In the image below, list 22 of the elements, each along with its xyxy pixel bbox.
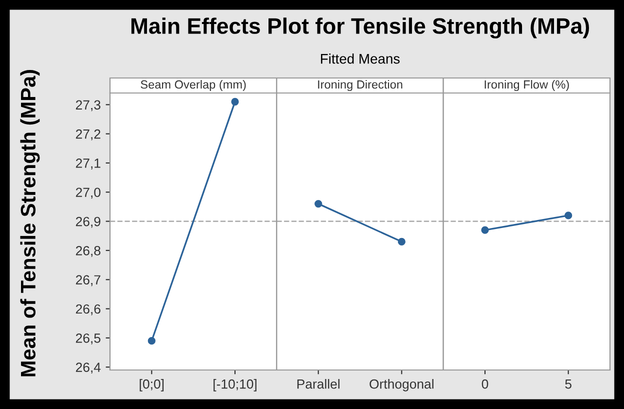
x-tick-label: 0: [482, 379, 488, 389]
x-tick-label: [-10;10]: [214, 379, 256, 392]
y-tick-label: 27,3: [76, 100, 100, 112]
chart-title: Main Effects Plot for Tensile Strength (MPa): [131, 18, 589, 38]
y-axis-title: Mean of Tensile Strength (MPa): [20, 70, 40, 376]
x-axis-title: Ironing Flow (%): [484, 80, 569, 91]
y-tick-label: 27,0: [76, 188, 100, 199]
y-tick-label: 26,9: [76, 216, 100, 228]
y-tick-label: 26,5: [76, 333, 100, 344]
y-tick-label: 26,4: [76, 362, 101, 374]
x-tick-label: Orthogonal: [370, 379, 434, 392]
chart-subtitle: Fitted Means: [321, 54, 400, 64]
x-tick-label: [0;0]: [140, 379, 164, 392]
x-axis-title: Seam Overlap (mm): [140, 80, 246, 91]
y-tick-label: 27,1: [76, 158, 100, 170]
x-axis-title: Ironing Direction: [318, 80, 402, 91]
x-tick-label: 5: [565, 380, 572, 389]
x-tick-label: Parallel: [297, 379, 340, 389]
y-tick-label: 26,6: [76, 304, 100, 316]
y-tick-label: 27,2: [76, 129, 100, 140]
y-tick-label: 26,8: [76, 246, 100, 257]
y-tick-label: 26,7: [76, 275, 100, 286]
